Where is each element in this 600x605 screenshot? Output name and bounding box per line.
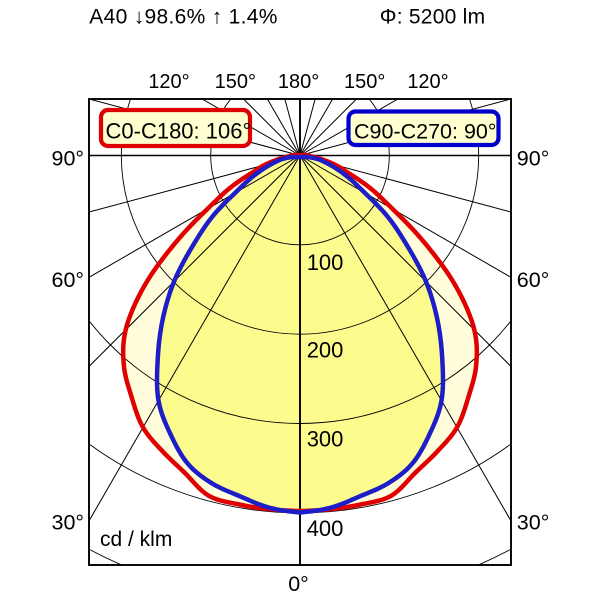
svg-text:30°: 30°: [51, 511, 84, 535]
svg-text:200: 200: [307, 337, 344, 362]
svg-text:150°: 150°: [215, 71, 256, 93]
svg-text:C0-C180: 106°: C0-C180: 106°: [106, 119, 252, 144]
svg-text:0°: 0°: [288, 572, 309, 596]
svg-text:30°: 30°: [517, 511, 550, 535]
svg-text:cd / klm: cd / klm: [100, 528, 172, 551]
svg-text:90°: 90°: [517, 146, 550, 170]
svg-text:180°: 180°: [278, 71, 319, 93]
svg-text:100: 100: [307, 250, 344, 275]
svg-text:120°: 120°: [148, 71, 189, 93]
svg-text:120°: 120°: [407, 71, 448, 93]
svg-text:60°: 60°: [517, 268, 550, 292]
svg-text:300: 300: [307, 427, 344, 452]
svg-text:A40 ↓98.6% ↑ 1.4%: A40 ↓98.6% ↑ 1.4%: [89, 6, 277, 29]
svg-text:60°: 60°: [51, 268, 84, 292]
svg-text:Φ: 5200 lm: Φ: 5200 lm: [380, 6, 486, 29]
svg-text:C90-C270: 90°: C90-C270: 90°: [354, 120, 496, 144]
svg-text:400: 400: [307, 516, 344, 541]
svg-text:90°: 90°: [51, 146, 84, 170]
svg-text:150°: 150°: [344, 71, 385, 93]
